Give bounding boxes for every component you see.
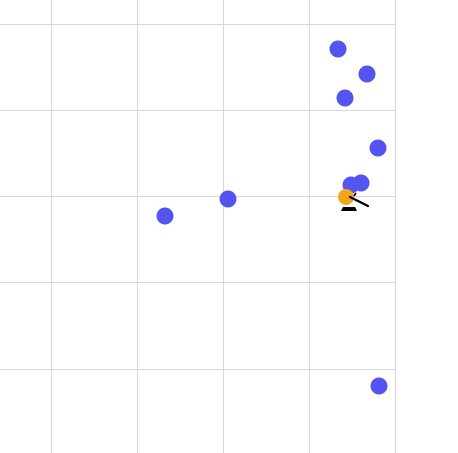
enemy-dot: [336, 89, 354, 107]
enemy-dot: [370, 377, 388, 395]
enemy-dot: [156, 207, 174, 225]
weapon-icon: [348, 195, 370, 208]
player-body: [338, 189, 354, 205]
enemy-dot: [358, 65, 376, 83]
player-feet: [341, 207, 357, 211]
enemies: [156, 40, 388, 395]
enemy-dot: [219, 190, 237, 208]
weapon-tick: [353, 192, 357, 197]
enemy-dot: [329, 40, 347, 58]
player-with-weapon-icon: [338, 189, 370, 211]
enemy-dot: [352, 174, 370, 192]
enemy-dot: [369, 139, 387, 157]
grid: [0, 0, 396, 453]
